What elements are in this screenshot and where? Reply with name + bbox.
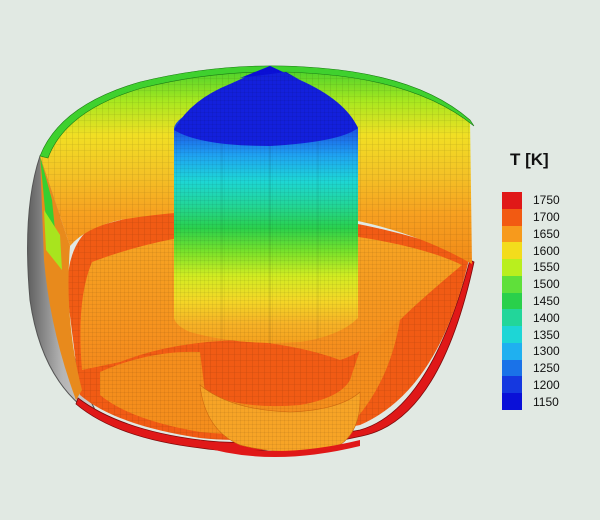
colorbar-tick-label: 1750 [533, 193, 560, 208]
colorbar-tick-label: 1300 [533, 344, 560, 359]
colorbar-swatch [502, 359, 522, 377]
colorbar-swatch [502, 309, 522, 327]
colorbar-swatch [502, 393, 522, 411]
colorbar-tick-label: 1700 [533, 210, 560, 225]
colorbar-tick-label: 1600 [533, 243, 560, 258]
colorbar-title: T [K] [510, 150, 549, 169]
colorbar-swatch [502, 292, 522, 310]
colorbar-swatch [502, 208, 522, 227]
colorbar-swatch [502, 342, 522, 361]
bottom-rim [75, 259, 475, 452]
colorbar-tick-label: 1450 [533, 294, 560, 308]
colorbar-tick-label: 1200 [533, 377, 560, 392]
colorbar-tick-label: 1350 [533, 327, 560, 342]
colorbar-tick-label: 1250 [533, 361, 560, 376]
colorbar-tick-label: 1650 [533, 226, 560, 241]
colorbar [502, 192, 522, 411]
colorbar-swatch [502, 242, 522, 260]
colorbar-swatch [502, 259, 522, 277]
colorbar-tick-label: 1150 [533, 394, 559, 409]
colorbar-tick-label: 1400 [533, 310, 560, 325]
colorbar-swatch [502, 326, 522, 344]
colorbar-swatch [502, 225, 522, 243]
colorbar-tick-label: 1500 [533, 277, 560, 292]
colorbar-swatch [502, 275, 522, 294]
colorbar-swatch [502, 192, 522, 210]
crucible-wall-rim [39, 65, 475, 159]
colorbar-tick-label: 1550 [533, 260, 560, 275]
colorbar-swatch [502, 376, 522, 394]
